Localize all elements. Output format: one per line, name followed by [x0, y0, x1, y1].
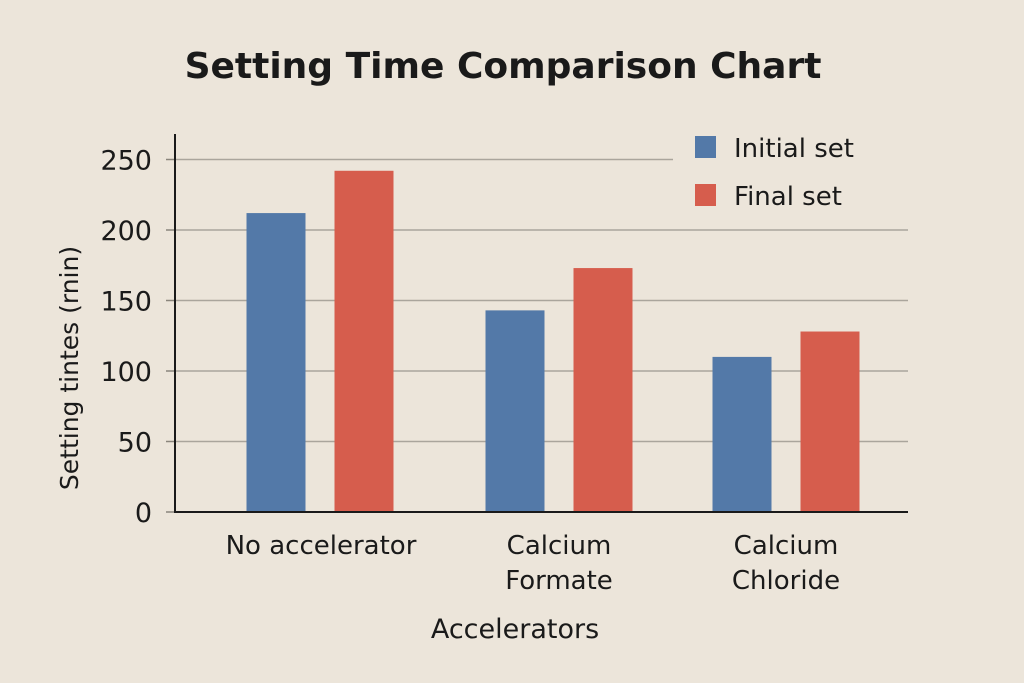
- bar-initial-set: [485, 310, 545, 512]
- x-tick-label: Calcium: [734, 531, 839, 561]
- legend-label: Initial set: [734, 134, 854, 164]
- y-tick-label: 100: [100, 357, 152, 388]
- y-tick-label: 150: [100, 287, 152, 318]
- bar-final-set: [573, 268, 633, 512]
- x-axis-label: Accelerators: [431, 614, 599, 645]
- x-tick-labels: No accelerator Calcium Formate Calcium Chlor…: [226, 531, 840, 596]
- x-tick-label: Calcium: [507, 531, 612, 561]
- y-tick-label: 250: [100, 146, 152, 177]
- bar-final-set: [800, 331, 860, 512]
- x-tick-label: Chloride: [732, 566, 840, 596]
- x-tick-label: No accelerator: [226, 531, 417, 561]
- y-tick-labels: 0 50 100 150 200 250: [100, 146, 152, 530]
- y-tick-label: 200: [100, 216, 152, 247]
- y-tick-label: 0: [135, 498, 152, 529]
- bar-initial-set: [712, 356, 772, 512]
- legend-swatch: [695, 136, 716, 158]
- legend: Initial set Final set: [695, 134, 854, 212]
- y-axis-label: Setting tintes (rnin): [55, 246, 84, 490]
- chart-title: Setting Time Comparison Chart: [185, 46, 822, 87]
- bar-final-set: [334, 170, 394, 512]
- y-tick-label: 50: [118, 428, 152, 459]
- bar-initial-set: [246, 213, 306, 512]
- x-tick-label: Formate: [505, 566, 613, 596]
- bars: [246, 170, 860, 512]
- legend-swatch: [695, 184, 716, 206]
- legend-label: Final set: [734, 182, 842, 212]
